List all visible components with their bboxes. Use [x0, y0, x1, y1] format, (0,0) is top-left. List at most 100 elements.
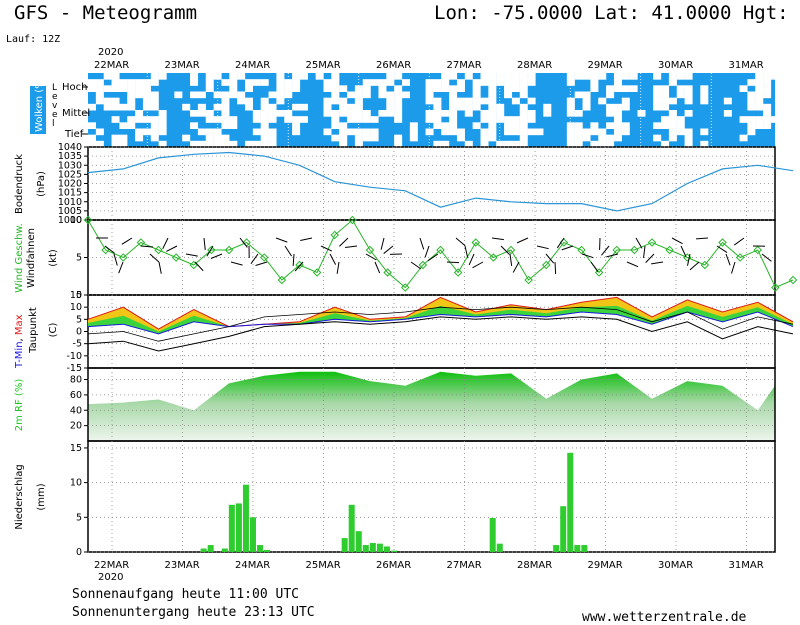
- cloud-gap-cell: [402, 79, 410, 86]
- cloud-gap-cell: [629, 73, 638, 80]
- precip-bar: [574, 545, 581, 552]
- date-label-bottom: 27MAR: [447, 560, 482, 571]
- cloud-gap-cell: [276, 97, 285, 105]
- website-link[interactable]: www.wetterzentrale.de: [582, 610, 747, 625]
- cloud-gap-cell: [347, 110, 356, 117]
- precip-bar: [341, 538, 348, 552]
- cloud-gap-cell: [229, 85, 238, 92]
- cloud-gap-cell: [339, 134, 348, 142]
- cloud-gap-cell: [763, 73, 772, 80]
- cloud-gap-cell: [676, 128, 685, 136]
- cloud-gap-cell: [504, 116, 513, 123]
- cloud-gap-cell: [653, 134, 662, 142]
- cloud-gap-cell: [190, 91, 199, 99]
- cloud-gap-cell: [213, 116, 222, 123]
- wind-barb: [581, 253, 594, 259]
- precip-bar: [355, 531, 362, 552]
- cloud-gap-cell: [504, 91, 513, 99]
- temperature-range-lower-fill: [88, 305, 793, 334]
- cloud-gap-cell: [386, 91, 395, 99]
- cloud-gap-cell: [668, 73, 677, 80]
- cloud-gap-cell: [598, 97, 607, 105]
- wind-barb: [185, 253, 198, 257]
- cloud-gap-cell: [511, 122, 520, 129]
- cloud-gap-cell: [653, 122, 662, 129]
- cloud-gap-cell: [315, 73, 324, 80]
- cloud-gap-cell: [127, 103, 136, 111]
- wind-speed-point: [542, 260, 551, 270]
- cloud-gap-cell: [472, 122, 481, 129]
- cloud-gap-cell: [394, 97, 403, 105]
- cloud-gap-cell: [676, 91, 685, 99]
- cloud-gap-cell: [606, 85, 615, 92]
- cloud-gap-cell: [394, 140, 403, 148]
- cloud-gap-cell: [323, 128, 332, 136]
- wind-barb: [725, 253, 731, 266]
- date-label-top: 31MAR: [729, 60, 764, 71]
- cloud-gap-cell: [378, 85, 387, 92]
- cloud-gap-cell: [339, 110, 348, 117]
- cloud-gap-cell: [331, 97, 340, 105]
- cloud-gap-cell: [378, 110, 387, 117]
- cloud-gap-cell: [425, 116, 434, 123]
- cloud-gap-cell: [653, 85, 662, 92]
- wind-speed-point: [453, 268, 463, 277]
- y-tick-label: 1015: [58, 188, 82, 199]
- cloud-gap-cell: [268, 110, 277, 117]
- wind-barb: [455, 237, 466, 247]
- wind-barb: [383, 245, 394, 254]
- cloud-gap-cell: [606, 140, 615, 148]
- cloud-gap-cell: [142, 128, 151, 136]
- cloud-gap-cell: [488, 103, 497, 111]
- cloud-gap-cell: [684, 110, 693, 117]
- wind-speed-point: [365, 245, 375, 255]
- wind-barb: [329, 253, 337, 265]
- panel-frame: [87, 440, 776, 553]
- cloud-gap-cell: [472, 91, 481, 99]
- temperature-range-fill: [88, 297, 793, 334]
- cloud-gap-cell: [590, 140, 599, 148]
- cloud-gap-cell: [566, 128, 575, 136]
- cloud-gap-cell: [347, 103, 356, 111]
- cloud-gap-cell: [480, 97, 489, 105]
- cloud-gap-cell: [158, 110, 167, 117]
- cloud-gap-cell: [276, 91, 285, 99]
- cloud-gap-cell: [519, 128, 528, 136]
- cloud-gap-cell: [245, 79, 253, 86]
- cloud-gap-cell: [111, 97, 120, 105]
- cloud-gap-cell: [449, 73, 458, 80]
- cloud-gap-cell: [135, 85, 144, 92]
- cloud-gap-cell: [590, 79, 599, 86]
- cloud-gap-cell: [684, 128, 693, 136]
- sunset-text: Sonnenuntergang heute 23:13 UTC: [72, 605, 315, 620]
- cloud-gap-cell: [496, 116, 505, 123]
- cloud-gap-cell: [480, 128, 489, 136]
- wind-barb: [626, 261, 639, 268]
- cloud-gap-cell: [237, 97, 246, 105]
- coordinates: Lon: -75.0000 Lat: 41.0000 Hgt:: [434, 2, 789, 24]
- cloud-gap-cell: [441, 128, 450, 136]
- cloud-gap-cell: [119, 140, 128, 148]
- cloud-gap-cell: [433, 79, 442, 86]
- wind-barb: [645, 253, 655, 263]
- cloud-gap-cell: [700, 140, 709, 148]
- cloud-gap-cell: [292, 79, 301, 86]
- cloud-gap-cell: [472, 85, 481, 92]
- cloud-gap-cell: [237, 73, 246, 80]
- cloud-gap-cell: [221, 79, 230, 86]
- cloud-gap-cell: [119, 122, 128, 129]
- cloud-gap-cell: [519, 85, 528, 92]
- y-tick-label: 0: [76, 547, 82, 558]
- cloud-gap-cell: [527, 110, 536, 117]
- cloud-gap-cell: [590, 128, 599, 136]
- wind-speed-point: [788, 275, 798, 285]
- date-label-top: 26MAR: [376, 60, 411, 71]
- run-time: Lauf: 12Z: [6, 34, 61, 45]
- cloud-gap-cell: [213, 103, 222, 111]
- cloud-gap-cell: [205, 73, 214, 80]
- cloud-gap-cell: [88, 140, 96, 148]
- cloud-gap-cell: [394, 103, 403, 111]
- cloud-gap-cell: [135, 110, 144, 117]
- wind-barb: [601, 245, 610, 256]
- y-tick-label: 15: [70, 443, 82, 454]
